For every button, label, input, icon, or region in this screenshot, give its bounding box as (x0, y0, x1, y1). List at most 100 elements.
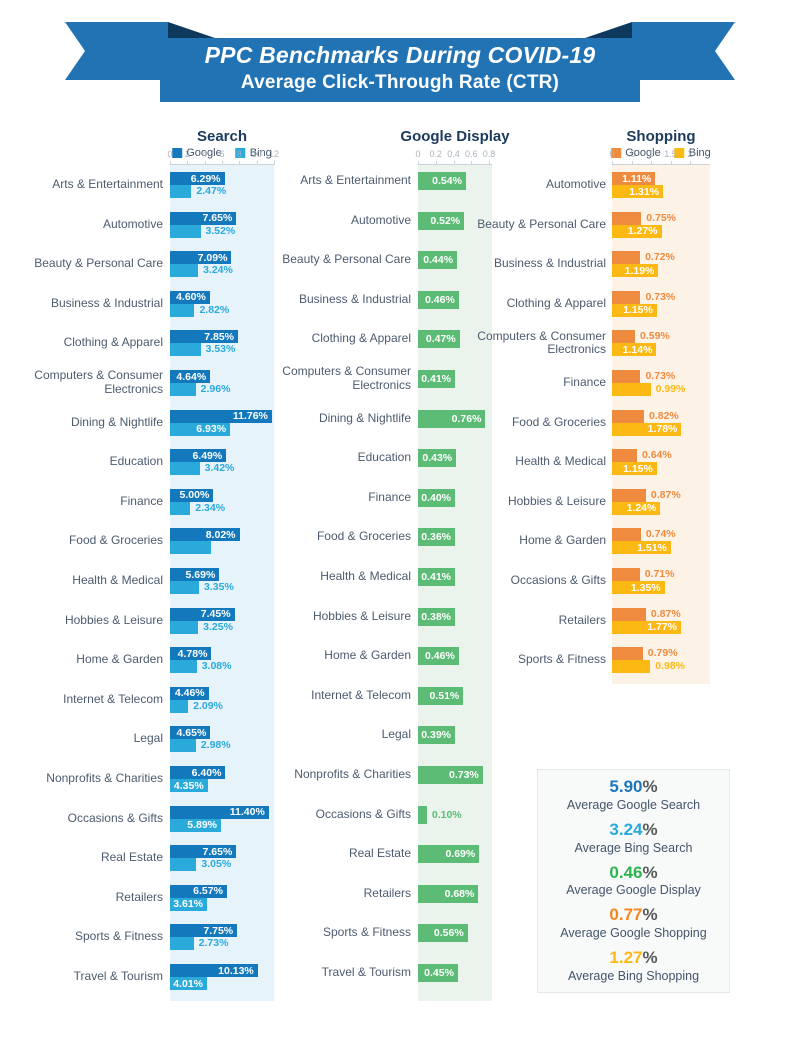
bar-google: 0.39% (418, 726, 455, 745)
summary-percent-sign: % (642, 905, 658, 925)
summary-label: Average Google Search (566, 797, 701, 812)
chart-row: Beauty & Personal Care 0.44% (270, 247, 492, 287)
bar-value-label: 10.13% (218, 964, 254, 977)
bar-value-label: 1.14% (622, 343, 653, 356)
chart-row: Occasions & Gifts 0.10% (270, 802, 492, 842)
banner-subtitle: Average Click-Through Rate (CTR) (240, 72, 560, 93)
axis-tick-mark (471, 161, 473, 165)
bar-google (612, 568, 640, 581)
bar-value-label: 0.75% (646, 211, 677, 224)
bar-value-label: 7.65% (202, 845, 233, 858)
bar-bing (170, 501, 191, 515)
bar-value-label: 4.60% (176, 291, 206, 304)
bar-value-label: 2.47% (196, 185, 227, 197)
chart-shopping: Shopping Google Bing 0 .5 1 1.5 2 Automotive 1.11… (460, 128, 711, 684)
bar-bing: 3.61% (170, 897, 207, 911)
bar-bing (170, 699, 189, 713)
bar-value-label: 0.41% (421, 571, 451, 583)
category-label: Home & Garden (324, 648, 411, 663)
bar-bing: 1.77% (612, 620, 682, 634)
bar-google: 6.29% (170, 172, 225, 185)
summary-percent-sign: % (642, 777, 658, 797)
bar-bing (612, 383, 651, 396)
bar-value-label: 0.87% (650, 607, 681, 620)
banner-ribbon: PPC Benchmarks During COVID-19 Average C… (65, 12, 735, 104)
category-label: Arts & Entertainment (52, 177, 163, 192)
bar-value-label: 1.19% (624, 264, 655, 277)
bar-value-label: 0.79% (647, 647, 678, 660)
category-label: Health & Medical (515, 454, 606, 469)
bar-bing: 1.35% (612, 581, 665, 594)
legend-swatch (172, 148, 183, 158)
category-label: Hobbies & Leisure (507, 493, 606, 508)
bar-value-label: 0.59% (640, 330, 670, 343)
axis-line (170, 164, 274, 165)
axis-tick-mark (612, 161, 613, 165)
ribbon-graphic (65, 22, 735, 102)
bar-bing: 1.27% (612, 224, 662, 238)
category-label: Hobbies & Leisure (64, 612, 163, 627)
axis-tick-label: 0.4 (447, 149, 460, 159)
category-label: Computers & Consumer Electronics (34, 368, 163, 396)
chart-row: Nonprofits & Charities 0.73% (270, 762, 492, 802)
bar-bing: 1.31% (612, 185, 664, 198)
category-label: Retailers (558, 612, 606, 627)
bar-value-label: 0.52% (430, 214, 461, 227)
bar-bing (170, 383, 196, 396)
category-label: Travel & Tourism (73, 969, 163, 984)
bar-bing (170, 739, 196, 753)
axis-tick-label: .5 (627, 149, 636, 159)
category-label: Real Estate (100, 850, 163, 865)
bar-google (612, 607, 646, 621)
bar-google: 0.46% (418, 647, 459, 666)
bar-value-label: 3.24% (203, 264, 233, 277)
bar-value-label: 1.35% (630, 581, 661, 594)
bar-google: 0.47% (418, 330, 460, 349)
bar-value-label: 3.25% (203, 620, 233, 633)
summary-value: 0.77% (609, 905, 658, 925)
bar-google: 5.69% (170, 568, 220, 581)
bar-value-label: 0.10% (431, 808, 462, 821)
bar-value-label: 0.46% (425, 650, 455, 663)
bar-value-label: 1.51% (637, 541, 667, 554)
legend-swatch (235, 148, 246, 158)
legend-item: Google (172, 147, 222, 159)
bar-value-label: 0.47% (425, 333, 456, 346)
category-label: Nonprofits & Charities (46, 771, 163, 786)
chart-row: Health & Medical 0.64% 1.15% (460, 445, 710, 485)
bar-value-label: 7.45% (200, 608, 231, 621)
chart-row: Beauty & Personal Care 0.75% 1.27% (460, 208, 710, 248)
axis-tick-mark (274, 161, 275, 165)
bar-value-label: 3.42% (204, 462, 235, 475)
category-label: Finance (368, 489, 411, 504)
summary-label: Average Google Shopping (560, 926, 707, 941)
category-label: Computers & Consumer Electronics (282, 364, 411, 392)
bar-google: 11.76% (170, 409, 272, 423)
axis-tick-label: 2 (184, 149, 190, 159)
bar-value-label: 8.02% (205, 528, 236, 541)
chart-row: Internet & Telecom 0.51% (270, 683, 492, 723)
chart-row: Home & Garden 0.46% (270, 643, 492, 683)
bar-value-label: 0.73% (645, 290, 676, 303)
bar-google: 0.56% (418, 924, 468, 943)
bar-google (612, 251, 641, 265)
bar-google: 0.44% (418, 251, 458, 270)
bar-value-label: 5.00% (179, 489, 210, 502)
legend-item: Bing (674, 147, 711, 159)
category-label: Beauty & Personal Care (282, 252, 411, 267)
category-label: Travel & Tourism (321, 965, 411, 980)
bar-value-label: 1.24% (626, 502, 657, 515)
chart-legend: Google Bing (172, 147, 272, 159)
summary-label: Average Google Display (566, 883, 701, 898)
bar-value-label: 3.52% (205, 224, 236, 237)
bar-value-label: 0.64% (641, 449, 672, 462)
chart-row: Travel & Tourism 10.13% 4.01% (20, 960, 274, 1000)
category-label: Occasions & Gifts (315, 806, 411, 821)
category-label: Occasions & Gifts (67, 810, 163, 825)
bar-google: 4.78% (170, 647, 212, 661)
axis-tick-label: 0.2 (429, 149, 443, 159)
chart-row: Arts & Entertainment 0.54% (270, 168, 492, 208)
bar-value-label: 1.27% (627, 225, 658, 238)
bar-google: 1.11% (612, 172, 656, 185)
bar-value-label: 0.40% (421, 491, 451, 504)
